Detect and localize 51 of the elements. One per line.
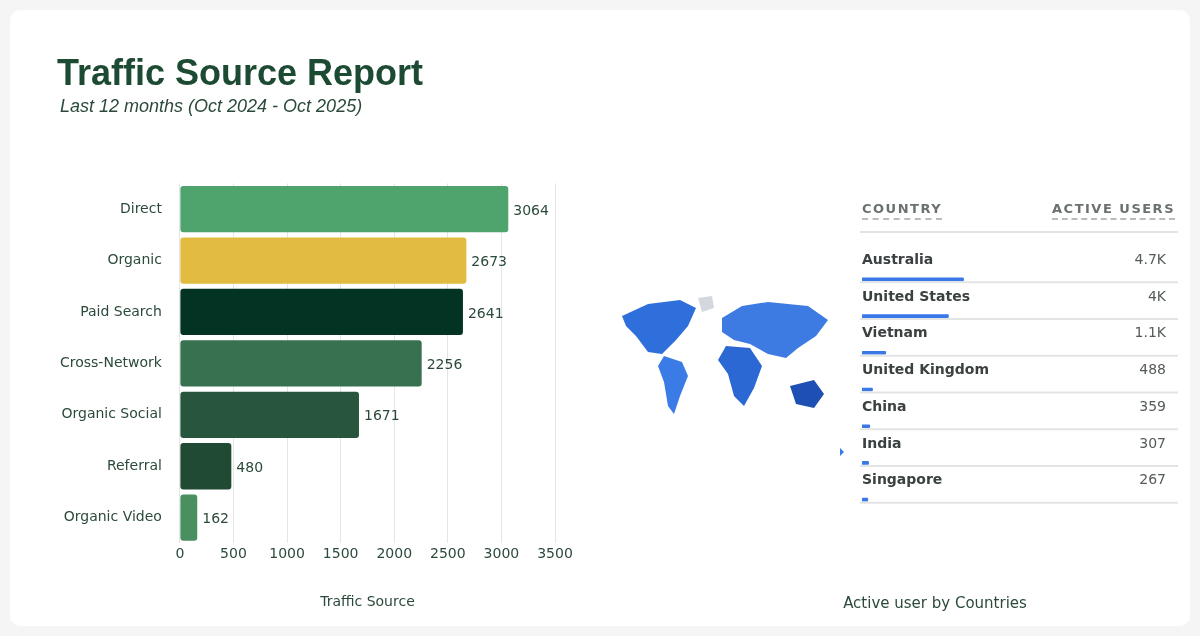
data-label: 480 [236, 458, 264, 475]
x-tick-label: 3500 [537, 545, 573, 562]
x-axis-title: ACTIVE USERS [1052, 201, 1175, 220]
bar [180, 494, 198, 541]
data-label: 2641 [467, 304, 504, 321]
x-tick-label: 500 [220, 545, 247, 562]
data-label: 162 [202, 510, 229, 527]
y-tick-label: China [862, 397, 907, 414]
bar [180, 185, 509, 233]
bar [180, 443, 232, 490]
x-tick-label: 3000 [483, 545, 520, 562]
y-tick-label: Organic [107, 251, 162, 268]
chart-title: Traffic Source Report [57, 52, 424, 94]
data-label: 2256 [426, 356, 463, 373]
data-label: 2673 [471, 253, 508, 270]
y-tick-label: United States [862, 287, 970, 304]
data-label: 4K [1147, 287, 1167, 304]
data-label: 488 [1139, 361, 1166, 378]
y-tick-label: Paid Search [80, 302, 162, 319]
y-tick-label: Cross-Network [59, 354, 163, 371]
bar [180, 391, 359, 438]
x-tick-label: 1500 [322, 545, 359, 562]
y-tick-label: Singapore [862, 471, 943, 488]
bar [180, 237, 467, 284]
x-tick-label: 2500 [430, 545, 466, 562]
bar [862, 350, 887, 355]
chart-subtitle: Last 12 months (Oct 2024 - Oct 2025) [60, 96, 363, 117]
data-label: 1671 [363, 407, 400, 424]
data-label: 267 [1139, 471, 1166, 488]
data-label: 4.7K [1134, 251, 1167, 267]
y-tick-label: Referral [106, 456, 162, 473]
data-label: 359 [1139, 397, 1166, 414]
bar [180, 340, 422, 387]
y-axis-title: COUNTRY [862, 201, 943, 220]
bar [862, 314, 949, 318]
x-tick-label: 2000 [376, 545, 413, 562]
data-label: 307 [1139, 434, 1166, 451]
data-label: 1.1K [1134, 324, 1167, 341]
y-tick-label: Organic Video [63, 508, 162, 525]
y-tick-label: Vietnam [862, 324, 928, 341]
bar [180, 288, 463, 336]
data-label: 3064 [513, 201, 549, 218]
y-tick-label: Organic Social [61, 405, 162, 422]
x-tick-label: 0 [175, 545, 185, 562]
x-axis-title: Traffic Source [319, 593, 415, 610]
y-tick-label: India [862, 434, 902, 451]
y-tick-label: Direct [119, 199, 163, 216]
x-tick-label: 1000 [269, 545, 305, 562]
y-tick-label: Australia [862, 251, 934, 267]
text: Active user by Countries [842, 594, 1028, 612]
y-tick-label: United Kingdom [862, 361, 990, 378]
